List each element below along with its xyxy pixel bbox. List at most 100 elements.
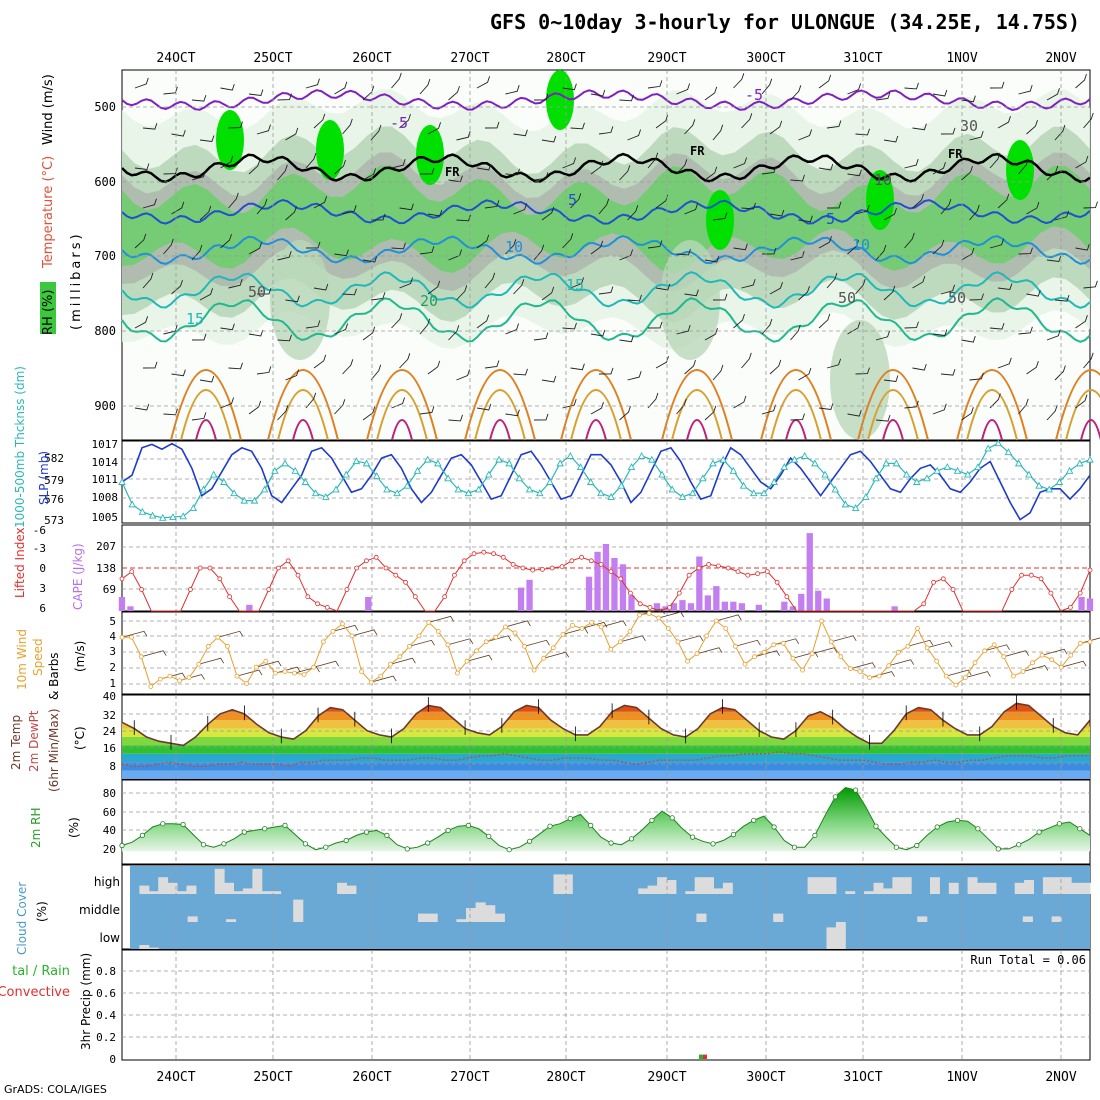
wind-barb bbox=[370, 213, 386, 221]
dewpoint-line bbox=[121, 751, 1090, 768]
wind-barb bbox=[419, 246, 435, 255]
slp-line bbox=[121, 442, 1091, 521]
thickness-point bbox=[332, 485, 340, 493]
wind-barb bbox=[256, 198, 268, 215]
wind-barb bbox=[741, 202, 756, 210]
thickness-point bbox=[1055, 478, 1064, 485]
wind-barb bbox=[926, 641, 953, 649]
wind-barb bbox=[855, 278, 866, 295]
wind-barb bbox=[391, 242, 406, 250]
thickness-point bbox=[576, 463, 585, 471]
wind-speed-point bbox=[186, 675, 192, 680]
cape-bar bbox=[619, 564, 627, 611]
wind-barb bbox=[940, 368, 956, 376]
contour-label: 5 bbox=[568, 191, 577, 209]
wind-barb bbox=[285, 127, 299, 141]
rh-core bbox=[316, 120, 344, 180]
wind-barb bbox=[712, 293, 728, 301]
thickness-tick: 579 bbox=[44, 474, 64, 487]
thickness-point bbox=[393, 489, 401, 497]
rh-point bbox=[404, 846, 410, 852]
wind-speed-point bbox=[761, 649, 767, 655]
rh-point bbox=[1036, 829, 1042, 835]
thickness-point bbox=[464, 489, 473, 497]
cape-bar bbox=[713, 586, 720, 611]
wind-speed-point bbox=[694, 651, 700, 657]
cloud-cell bbox=[685, 891, 696, 894]
thickness-point bbox=[148, 511, 157, 519]
wind-barb bbox=[391, 159, 406, 169]
wind-barb bbox=[627, 294, 642, 302]
precip-unit-label: 3hr Precip (mm) bbox=[79, 953, 93, 1050]
wind-barb bbox=[220, 83, 235, 91]
wind-barb bbox=[619, 335, 634, 343]
wind-barb bbox=[912, 123, 927, 131]
wind-barb bbox=[875, 173, 891, 181]
lifted-index-point bbox=[530, 567, 536, 573]
thickness-point bbox=[1065, 466, 1074, 474]
wind-barb bbox=[875, 244, 887, 261]
date-label: 2NOV bbox=[1045, 1070, 1076, 1085]
cloud-row-bg bbox=[130, 922, 1090, 949]
p-tick: 800 bbox=[94, 324, 116, 338]
cloud-cell bbox=[930, 877, 940, 894]
wind-barb bbox=[946, 669, 972, 677]
temp-band bbox=[122, 753, 1090, 763]
wind-barb bbox=[456, 369, 471, 381]
temp-band bbox=[122, 737, 1090, 746]
cloud-cell bbox=[638, 888, 649, 894]
wind-barb bbox=[826, 120, 842, 129]
wind-speed-point bbox=[704, 633, 709, 639]
lifted-index-point bbox=[373, 554, 379, 560]
temperature-contours bbox=[121, 89, 1100, 441]
wind-speed-point bbox=[963, 675, 968, 680]
thickness-point bbox=[260, 485, 269, 493]
cape-bar bbox=[670, 603, 678, 611]
wind-barb bbox=[562, 322, 577, 330]
wind-barb bbox=[1026, 119, 1038, 135]
wind-label: Wind (m/s) bbox=[41, 74, 56, 145]
lifted-index-point bbox=[139, 587, 145, 592]
contour-label: 10 bbox=[505, 238, 523, 256]
thickness-point bbox=[617, 481, 626, 489]
thickness-point bbox=[913, 478, 921, 485]
temp-label: 2m Temp bbox=[9, 715, 23, 770]
p-tick: 700 bbox=[94, 249, 116, 263]
slp-thickness-panel: 582 579 576 573 1017 1014 1011 1008 1005… bbox=[13, 366, 1094, 528]
wind-barb bbox=[277, 164, 288, 181]
thickness-point bbox=[943, 463, 952, 471]
cape-bar bbox=[611, 558, 618, 611]
cloud-cell bbox=[1080, 882, 1091, 894]
wind-barb bbox=[570, 277, 585, 289]
wind-barb bbox=[191, 333, 207, 341]
wind-barb bbox=[907, 639, 934, 647]
precip-panel: 0.8 0.6 0.4 0.2 0 tal / Rain Convective … bbox=[0, 949, 1091, 1066]
lifted-index-point bbox=[461, 558, 467, 564]
cape-bar bbox=[891, 606, 898, 611]
wind-barb bbox=[370, 124, 382, 141]
wind-barb bbox=[712, 212, 728, 221]
wind-barb bbox=[305, 241, 321, 249]
wind-barb bbox=[598, 286, 614, 295]
wind-barb bbox=[735, 639, 761, 647]
thickness-point bbox=[811, 459, 819, 467]
cloud-cell bbox=[647, 885, 658, 894]
precip-bar-total bbox=[699, 1054, 703, 1059]
temp-band bbox=[122, 720, 1090, 729]
wind-barb bbox=[704, 166, 718, 181]
wind-barb bbox=[969, 293, 984, 301]
wind-speed-point bbox=[339, 621, 345, 627]
lifted-index-point bbox=[1028, 572, 1034, 578]
wind-speed-point bbox=[675, 639, 681, 645]
thickness-point bbox=[556, 459, 564, 467]
wind-barb bbox=[818, 74, 832, 89]
rh-area bbox=[122, 787, 1090, 852]
temp-tick: 8 bbox=[109, 760, 116, 773]
wind-barb bbox=[142, 272, 154, 289]
wind-speed-point bbox=[828, 639, 834, 645]
contour-30 bbox=[770, 389, 822, 441]
cloud-row-bg bbox=[130, 894, 1090, 922]
rh-point bbox=[751, 817, 757, 823]
wind-barb bbox=[163, 86, 178, 95]
wind-barb bbox=[228, 362, 243, 370]
